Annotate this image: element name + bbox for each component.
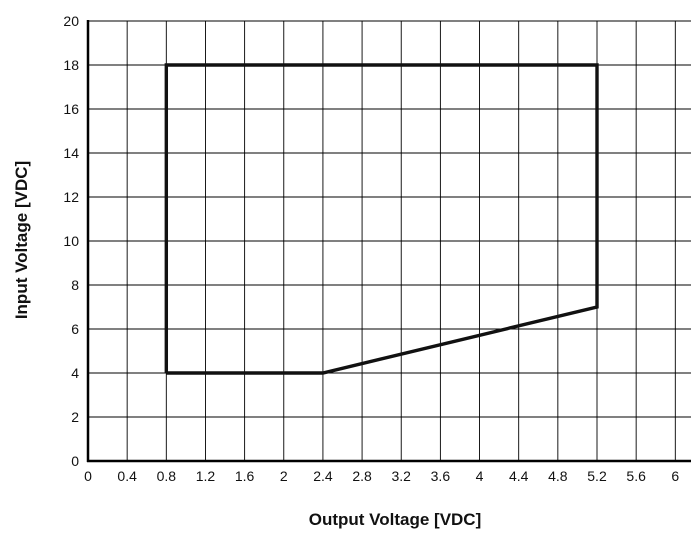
x-tick-label: 0 [84,468,92,484]
x-tick-label: 3.6 [431,468,451,484]
y-tick-label: 10 [63,233,79,249]
x-tick-label: 4.4 [509,468,529,484]
y-tick-label: 18 [63,57,79,73]
y-tick-label: 20 [63,13,79,29]
y-tick-label: 0 [71,453,79,469]
y-tick-label: 2 [71,409,79,425]
y-tick-label: 12 [63,189,79,205]
x-axis-title: Output Voltage [VDC] [309,510,482,529]
series [164,63,599,375]
y-tick-label: 6 [71,321,79,337]
x-tick-label: 0.4 [117,468,137,484]
axes [86,20,691,463]
x-tick-label: 6 [671,468,679,484]
x-tick-label: 2.8 [352,468,372,484]
x-tick-label: 1.6 [235,468,255,484]
x-tick-label: 2.4 [313,468,333,484]
x-tick-label: 5.6 [626,468,646,484]
y-tick-label: 14 [63,145,79,161]
y-tick-label: 16 [63,101,79,117]
x-tick-label: 0.8 [157,468,177,484]
x-tick-label: 1.2 [196,468,216,484]
y-axis-title: Input Voltage [VDC] [12,161,31,319]
tick-labels: 0 0.4 0.8 1.2 1.6 2 2.4 2.8 3.2 3.6 4 4.4 4.8 5.2 5.6 6… [63,13,679,484]
x-tick-label: 2 [280,468,288,484]
x-tick-label: 5.2 [587,468,607,484]
x-tick-label: 3.2 [391,468,411,484]
series-line [164,63,599,375]
y-tick-label: 4 [71,365,79,381]
gridlines [88,20,691,461]
x-tick-label: 4 [476,468,484,484]
y-tick-label: 8 [71,277,79,293]
x-tick-label: 4.8 [548,468,568,484]
